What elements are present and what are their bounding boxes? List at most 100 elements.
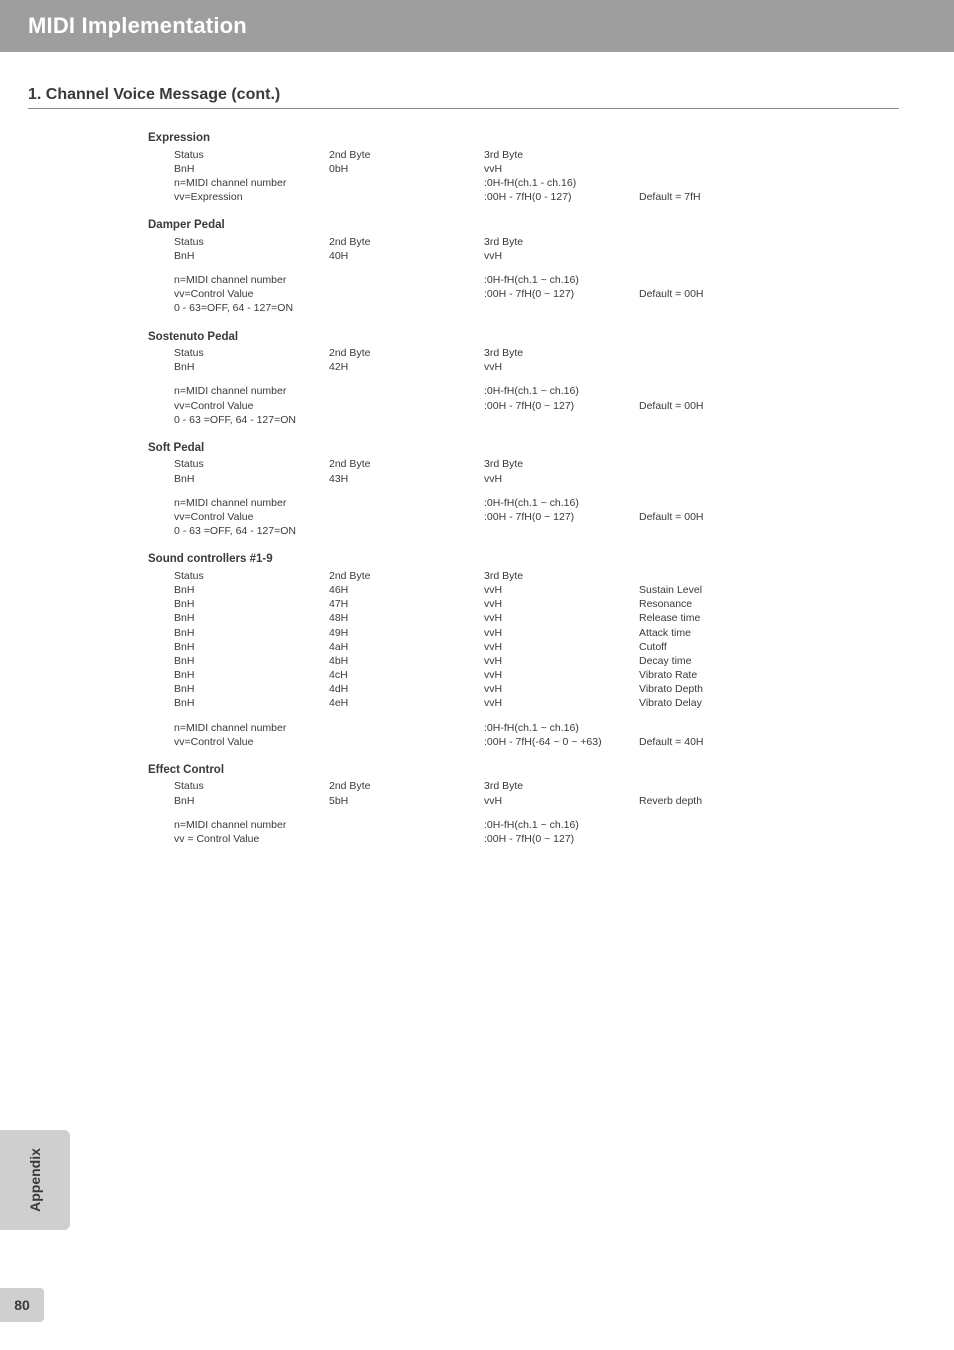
page-number: 80 [0,1288,44,1322]
table-row: BnH4dHvvHVibrato Depth [148,682,954,696]
table-row: BnH 40H vvH [148,249,954,263]
table-row: BnH46HvvHSustain Level [148,583,954,597]
note-range: :00H - 7fH(0 - 127) [484,190,639,204]
note-vv: vv=Expression [174,190,329,204]
col-param: Vibrato Depth [639,682,794,696]
table-row: BnH 43H vvH [148,472,954,486]
table-row: vv=Control Value :00H - 7fH(0 ~ 127) Def… [148,287,954,301]
table-row: n=MIDI channel number :0H-fH(ch.1 ~ ch.1… [148,496,954,510]
table-row: BnH47HvvHResonance [148,597,954,611]
note-range: :0H-fH(ch.1 ~ ch.16) [484,818,639,832]
group-title-expression: Expression [148,131,954,147]
note-default: Default = 7fH [639,190,794,204]
table-row: Status 2nd Byte 3rd Byte [148,457,954,471]
note-range: :0H-fH(ch.1 ~ ch.16) [484,496,639,510]
note-offon: 0 - 63=OFF, 64 - 127=ON [174,301,329,315]
table-row: n=MIDI channel number :0H-fH(ch.1 ~ ch.1… [148,273,954,287]
table-row: BnH4eHvvHVibrato Delay [148,696,954,710]
note-midi: n=MIDI channel number [174,273,329,287]
col-byte3-header: 3rd Byte [484,569,639,583]
table-row: vv=Control Value :00H - 7fH(-64 ~ 0 ~ +6… [148,735,954,749]
note-range: :00H - 7fH(0 ~ 127) [484,510,639,524]
section-title: 1. Channel Voice Message (cont.) [28,86,954,104]
col-byte3: vvH [484,597,639,611]
group-title-effect: Effect Control [148,763,954,779]
col-byte3: vvH [484,696,639,710]
col-byte3: vvH [484,249,639,263]
note-midi: n=MIDI channel number [174,818,329,832]
table-row: vv = Control Value :00H - 7fH(0 ~ 127) [148,832,954,846]
col-byte2: 43H [329,472,484,486]
table-row: Status 2nd Byte 3rd Byte [148,148,954,162]
col-byte2: 47H [329,597,484,611]
note-range: :0H-fH(ch.1 ~ ch.16) [484,273,639,287]
col-byte3: vvH [484,654,639,668]
col-byte3: vvH [484,794,639,808]
table-row: BnH48HvvHRelease time [148,611,954,625]
col-byte2: 4cH [329,668,484,682]
col-status: BnH [174,611,329,625]
col-byte3-header: 3rd Byte [484,346,639,360]
col-byte2-header: 2nd Byte [329,779,484,793]
col-param: Decay time [639,654,794,668]
col-status: BnH [174,794,329,808]
note-range: :00H - 7fH(0 ~ 127) [484,399,639,413]
col-byte2: 48H [329,611,484,625]
col-byte3: vvH [484,640,639,654]
note-range: :00H - 7fH(0 ~ 127) [484,287,639,301]
page-title: MIDI Implementation [28,13,247,39]
group-title-damper: Damper Pedal [148,218,954,234]
table-row: 0 - 63 =OFF, 64 - 127=ON [148,524,954,538]
col-status: BnH [174,654,329,668]
note-midi: n=MIDI channel number [174,176,329,190]
table-row: 0 - 63 =OFF, 64 - 127=ON [148,413,954,427]
group-title-sound: Sound controllers #1-9 [148,552,954,568]
table-row: BnH4bHvvHDecay time [148,654,954,668]
sidebar-label: Appendix [27,1148,43,1212]
col-status-header: Status [174,148,329,162]
col-byte2-header: 2nd Byte [329,457,484,471]
col-byte2-header: 2nd Byte [329,569,484,583]
col-byte2-header: 2nd Byte [329,346,484,360]
col-status: BnH [174,162,329,176]
col-status-header: Status [174,457,329,471]
note-default: Default = 00H [639,399,794,413]
col-byte3-header: 3rd Byte [484,457,639,471]
col-byte3: vvH [484,611,639,625]
table-row: BnH 0bH vvH [148,162,954,176]
col-byte2: 5bH [329,794,484,808]
table-row: n=MIDI channel number :0H-fH(ch.1 ~ ch.1… [148,384,954,398]
col-status: BnH [174,696,329,710]
col-byte2-header: 2nd Byte [329,148,484,162]
table-row: vv=Control Value :00H - 7fH(0 ~ 127) Def… [148,399,954,413]
col-status-header: Status [174,235,329,249]
table-row: Status 2nd Byte 3rd Byte [148,346,954,360]
note-default: Default = 40H [639,735,794,749]
col-status: BnH [174,668,329,682]
note-range: :00H - 7fH(-64 ~ 0 ~ +63) [484,735,639,749]
col-byte3: vvH [484,472,639,486]
col-byte2: 4bH [329,654,484,668]
note-range: :0H-fH(ch.1 - ch.16) [484,176,639,190]
note-default: Default = 00H [639,510,794,524]
note-offon: 0 - 63 =OFF, 64 - 127=ON [174,413,329,427]
col-byte2: 42H [329,360,484,374]
note-vv: vv=Control Value [174,735,329,749]
note-midi: n=MIDI channel number [174,496,329,510]
col-param: Vibrato Rate [639,668,794,682]
note-range: :00H - 7fH(0 ~ 127) [484,832,639,846]
col-byte3: vvH [484,626,639,640]
table-row: 0 - 63=OFF, 64 - 127=ON [148,301,954,315]
group-title-soft: Soft Pedal [148,441,954,457]
col-byte2: 46H [329,583,484,597]
col-byte2: 40H [329,249,484,263]
note-range: :0H-fH(ch.1 ~ ch.16) [484,384,639,398]
table-row: BnH 5bH vvH Reverb depth [148,794,954,808]
table-row: Status 2nd Byte 3rd Byte [148,569,954,583]
col-byte2: 49H [329,626,484,640]
table-row: BnH4aHvvHCutoff [148,640,954,654]
note-midi: n=MIDI channel number [174,721,329,735]
table-row: Status 2nd Byte 3rd Byte [148,235,954,249]
table-row: n=MIDI channel number :0H-fH(ch.1 ~ ch.1… [148,721,954,735]
col-byte2: 4eH [329,696,484,710]
